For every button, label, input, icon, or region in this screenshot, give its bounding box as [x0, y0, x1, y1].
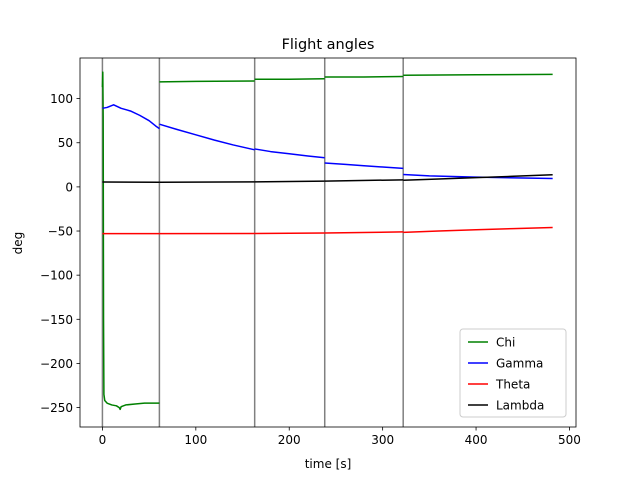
legend-label-gamma: Gamma	[496, 357, 543, 371]
series-line-lambda-2	[254, 180, 325, 183]
chart-title: Flight angles	[282, 37, 375, 53]
y-axis-label: deg	[11, 232, 25, 255]
series-line-gamma-0	[102, 104, 160, 130]
y-tick-label: −200	[40, 357, 73, 371]
y-tick-label: −100	[40, 269, 73, 283]
y-tick-label: −50	[48, 225, 73, 239]
series-line-gamma-3	[324, 162, 404, 170]
y-tick-label: 100	[50, 92, 73, 106]
y-tick-label: 50	[58, 136, 73, 150]
plot-area: 0 100 200 300 400 500 −250 −200 −150 −100 −50 0 50 10…	[40, 57, 581, 447]
series-line-theta-3	[324, 231, 404, 234]
legend-box	[459, 328, 567, 418]
axes-frame	[79, 57, 577, 428]
series-line-gamma-2	[254, 148, 325, 159]
legend-label-lambda: Lambda	[496, 399, 544, 413]
x-tick-label: 500	[558, 433, 581, 447]
x-tick-label: 400	[465, 433, 488, 447]
y-tick-label: −250	[40, 401, 73, 415]
legend-label-theta: Theta	[495, 378, 530, 392]
series-line-chi-1	[159, 80, 255, 83]
series-line-lambda-4	[403, 173, 553, 182]
series-line-theta-4	[403, 226, 553, 234]
series-line-lambda-3	[324, 179, 404, 182]
legend-label-chi: Chi	[496, 336, 515, 350]
x-tick-label: 100	[184, 433, 207, 447]
series-line-chi-0	[101, 71, 160, 411]
series-line-gamma-1	[159, 123, 255, 151]
x-axis-label: time [s]	[305, 457, 352, 471]
series-line-chi-4	[403, 73, 553, 76]
y-tick-label: −150	[40, 313, 73, 327]
y-tick-label: 0	[65, 180, 73, 194]
x-tick-label: 200	[278, 433, 301, 447]
x-tick-label: 0	[99, 433, 107, 447]
x-tick-label: 300	[371, 433, 394, 447]
